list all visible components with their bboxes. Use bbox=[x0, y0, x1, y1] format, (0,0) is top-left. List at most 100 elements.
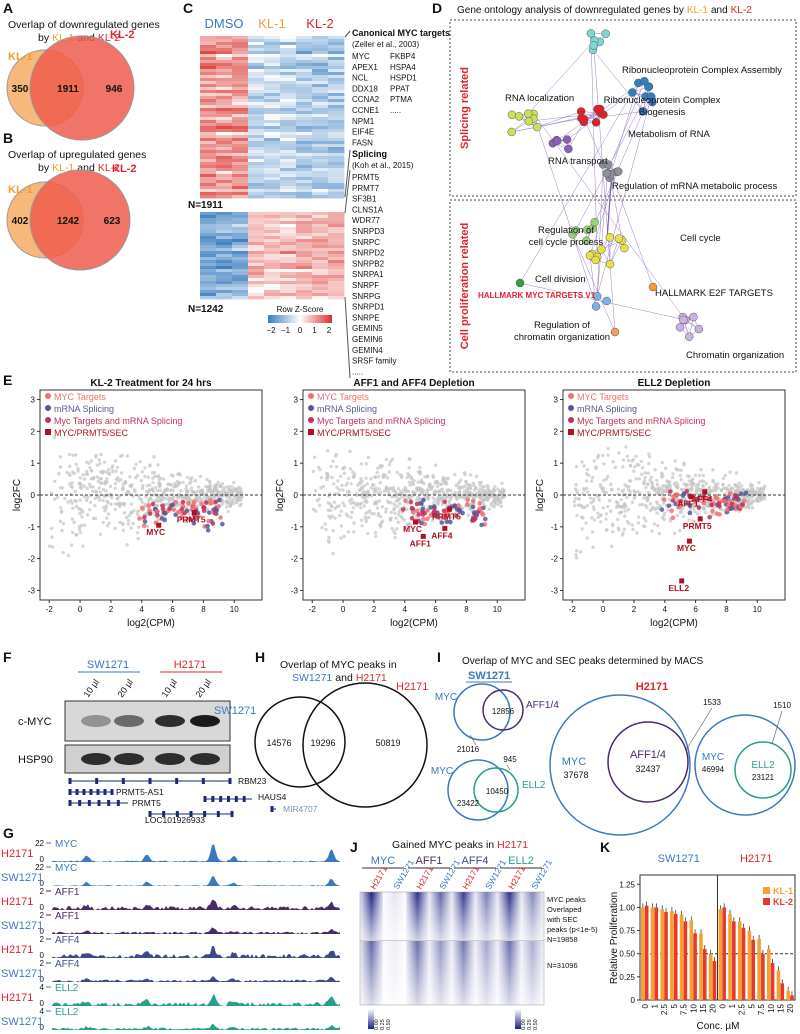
background-point bbox=[604, 517, 608, 521]
gene-set-point bbox=[714, 511, 719, 516]
background-point bbox=[642, 496, 646, 500]
background-point bbox=[338, 474, 343, 479]
background-point bbox=[584, 479, 589, 483]
network-node bbox=[689, 312, 698, 322]
heatmap-cell bbox=[200, 224, 217, 228]
gene-set-point bbox=[150, 501, 156, 507]
set-label: AFF1/4 bbox=[630, 749, 666, 761]
background-point bbox=[630, 523, 634, 527]
background-point bbox=[627, 484, 631, 489]
background-point bbox=[151, 476, 155, 480]
gene-set-point bbox=[477, 506, 483, 511]
heatmap-cell bbox=[296, 96, 313, 100]
heatmap-cell bbox=[264, 108, 281, 112]
y-tick-label: -2 bbox=[291, 555, 299, 564]
background-point bbox=[360, 524, 364, 528]
background-point bbox=[91, 485, 95, 489]
gene-set-point bbox=[694, 497, 699, 502]
bar bbox=[728, 913, 732, 1000]
heatmap-cell bbox=[312, 245, 329, 249]
heatmap-cell bbox=[216, 117, 233, 121]
lane-label: 10 µl bbox=[159, 677, 178, 699]
background-point bbox=[646, 495, 651, 499]
background-point bbox=[621, 465, 625, 469]
heatmap-cell bbox=[328, 275, 345, 279]
background-point bbox=[52, 436, 57, 440]
background-point bbox=[687, 474, 691, 479]
y-tick-label: -1 bbox=[551, 523, 559, 532]
heatmap-cell bbox=[312, 72, 329, 76]
gene-set-point bbox=[146, 503, 152, 509]
background-point bbox=[125, 454, 130, 458]
heatmap-cell bbox=[216, 57, 233, 61]
background-point bbox=[397, 512, 401, 517]
background-point bbox=[89, 468, 94, 473]
x-tick-label: 4 bbox=[403, 605, 408, 614]
background-point bbox=[104, 470, 108, 474]
heatmap-cell bbox=[312, 114, 329, 118]
background-point bbox=[623, 483, 627, 487]
background-point bbox=[349, 482, 353, 486]
gene-set-point bbox=[710, 508, 715, 514]
gene: CLNS1A bbox=[352, 205, 384, 214]
bar bbox=[664, 912, 668, 1000]
y-tick-label: 0.75 bbox=[619, 927, 635, 936]
heatmap-cell bbox=[248, 153, 265, 157]
gene-set-point bbox=[740, 502, 746, 507]
heatmap-cell bbox=[296, 78, 313, 82]
background-point bbox=[703, 510, 708, 515]
background-point bbox=[236, 493, 240, 498]
background-point bbox=[128, 483, 133, 488]
background-point bbox=[609, 487, 614, 492]
heatmap-cell bbox=[280, 156, 297, 160]
heatmap-cell bbox=[200, 248, 217, 252]
column-header: MYC bbox=[371, 855, 396, 867]
gene-set-point bbox=[191, 520, 197, 526]
heatmap-cell bbox=[328, 96, 345, 100]
background-point bbox=[427, 485, 432, 489]
heatmap-cell bbox=[232, 215, 249, 219]
scale-label: 0.00 bbox=[374, 1019, 380, 1030]
heatmap-cell bbox=[296, 254, 313, 258]
network-node bbox=[571, 226, 580, 235]
heatmap-cell bbox=[312, 227, 329, 231]
heatmap-cell bbox=[200, 218, 217, 222]
cell-line: H2171 bbox=[174, 659, 206, 671]
network-node bbox=[591, 302, 601, 311]
heatmap-cell bbox=[232, 144, 249, 148]
go-term: RNA transport bbox=[548, 156, 608, 167]
heatmap-cell bbox=[328, 126, 345, 130]
background-point bbox=[480, 488, 484, 492]
colorkey-tick: 1 bbox=[312, 326, 317, 335]
background-point bbox=[145, 524, 150, 529]
heatmap-cell bbox=[296, 147, 313, 151]
background-point bbox=[668, 519, 673, 523]
background-point bbox=[153, 485, 158, 490]
background-point bbox=[140, 500, 144, 505]
heatmap-cell bbox=[328, 75, 345, 79]
background-point bbox=[573, 496, 578, 501]
heatmap-cell bbox=[232, 275, 249, 279]
background-point bbox=[345, 490, 350, 494]
heatmap-cell bbox=[280, 150, 297, 154]
gene-set-point bbox=[179, 515, 184, 520]
background-point bbox=[653, 487, 658, 491]
go-term: HALLMARK MYC TARGETS V1 bbox=[478, 291, 596, 300]
heatmap-cell bbox=[264, 153, 281, 157]
background-point bbox=[133, 475, 138, 480]
heatmap-cell bbox=[216, 230, 233, 234]
background-point bbox=[141, 484, 145, 488]
background-point bbox=[422, 481, 426, 486]
heatmap-cell bbox=[296, 186, 313, 190]
n-label: N=1242 bbox=[188, 304, 224, 315]
background-point bbox=[418, 496, 422, 501]
gene-set-point bbox=[201, 505, 207, 510]
heatmap-fade bbox=[383, 892, 406, 940]
y-tick-label: 0 bbox=[31, 491, 36, 500]
background-point bbox=[346, 514, 350, 518]
background-point bbox=[359, 518, 364, 522]
list-title: Splicing bbox=[352, 149, 387, 159]
x-tick-label: 15 bbox=[699, 1003, 708, 1012]
heatmap-cell bbox=[280, 45, 297, 49]
gene: SNRPE bbox=[352, 313, 380, 322]
